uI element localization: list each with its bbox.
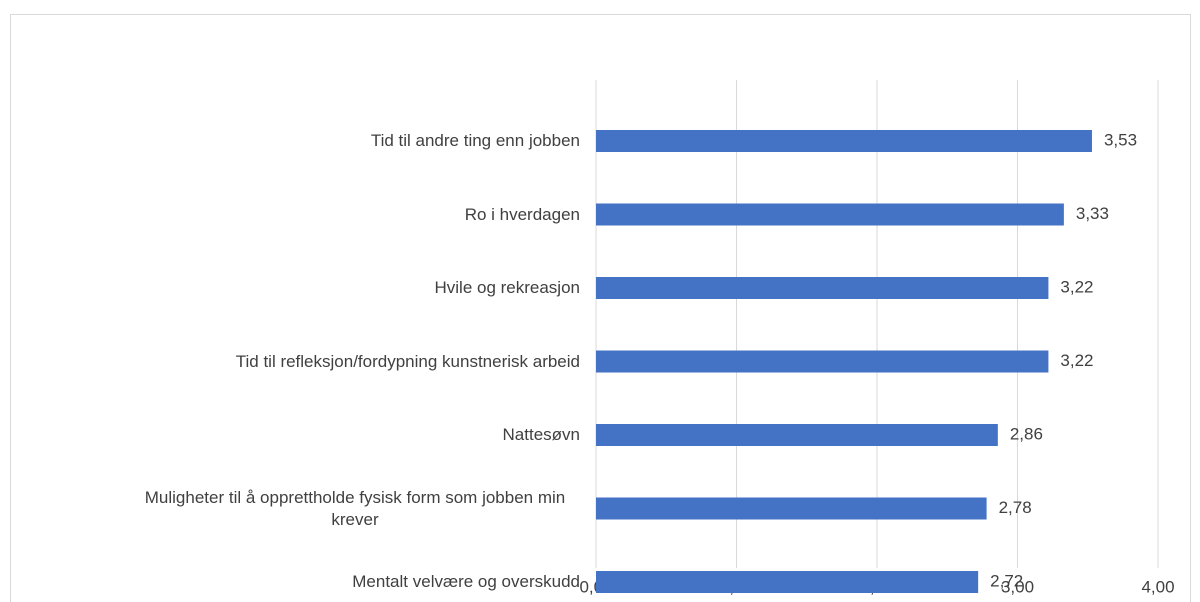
data-label: 3,53 [1104,130,1137,149]
x-tick-label: 3,00 [1001,577,1034,596]
bar [596,497,987,520]
data-label: 2,72 [990,571,1023,590]
data-label: 3,22 [1060,277,1093,296]
x-tick-label: 4,00 [1141,577,1174,596]
bar [596,571,979,593]
bar [596,277,1049,299]
y-tick-label: Tid til refleksjon/fordypning kunstneris… [235,351,580,371]
y-tick-label: Muligheter til å opprettholde fysisk for… [144,487,566,529]
chart-border [10,14,1191,602]
bar [596,350,1049,373]
data-label: 3,33 [1076,204,1109,223]
bar [596,130,1092,152]
y-tick-label: Nattesøvn [502,424,580,444]
data-label: 3,22 [1060,351,1093,370]
bar [596,424,998,446]
y-tick-label: Hvile og rekreasjon [434,277,580,297]
y-tick-label: Mentalt velvære og overskudd [352,571,580,591]
y-tick-label: Tid til andre ting enn jobben [370,130,580,150]
data-label: 2,78 [999,498,1032,517]
data-label: 2,86 [1010,424,1043,443]
bar [596,203,1064,226]
y-tick-label: Ro i hverdagen [464,204,580,224]
